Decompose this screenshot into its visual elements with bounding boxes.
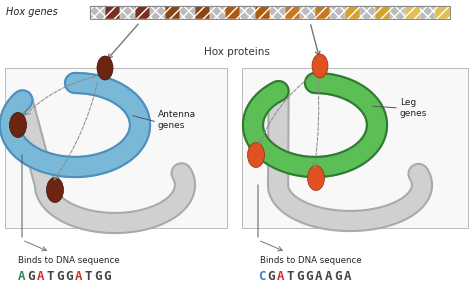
Bar xyxy=(405,6,420,19)
Bar xyxy=(300,6,315,19)
Bar xyxy=(90,6,105,19)
Text: G: G xyxy=(27,270,35,283)
Ellipse shape xyxy=(308,166,325,191)
Bar xyxy=(165,6,180,19)
Text: A: A xyxy=(325,270,332,283)
Text: Binds to DNA sequence: Binds to DNA sequence xyxy=(260,256,362,265)
Bar xyxy=(150,6,165,19)
Bar xyxy=(390,6,405,19)
Text: Hox genes: Hox genes xyxy=(6,7,58,17)
Text: A: A xyxy=(37,270,45,283)
Text: Hox proteins: Hox proteins xyxy=(204,47,270,57)
Text: G: G xyxy=(65,270,73,283)
Bar xyxy=(360,6,375,19)
Bar xyxy=(420,6,435,19)
Text: A: A xyxy=(75,270,82,283)
Text: A: A xyxy=(277,270,284,283)
Ellipse shape xyxy=(9,113,27,138)
Text: A: A xyxy=(18,270,26,283)
Ellipse shape xyxy=(97,56,113,80)
Text: Leg
genes: Leg genes xyxy=(400,98,428,118)
Bar xyxy=(120,6,135,19)
Bar xyxy=(242,68,468,228)
Bar xyxy=(270,6,285,19)
Bar xyxy=(90,6,105,19)
Bar xyxy=(5,68,227,228)
Text: G: G xyxy=(94,270,101,283)
Bar xyxy=(285,6,300,19)
Bar xyxy=(225,6,240,19)
Ellipse shape xyxy=(46,178,64,203)
Text: A: A xyxy=(344,270,351,283)
Bar xyxy=(90,6,450,19)
Bar xyxy=(255,6,270,19)
Bar xyxy=(195,6,210,19)
Text: T: T xyxy=(84,270,92,283)
Bar xyxy=(255,6,270,19)
Bar xyxy=(180,6,195,19)
Bar xyxy=(135,6,150,19)
Text: G: G xyxy=(334,270,341,283)
Bar xyxy=(240,6,255,19)
Text: G: G xyxy=(306,270,313,283)
Bar xyxy=(105,6,120,19)
Ellipse shape xyxy=(247,143,264,168)
Bar xyxy=(225,6,240,19)
Bar xyxy=(315,6,330,19)
Bar xyxy=(375,6,390,19)
Ellipse shape xyxy=(312,54,328,78)
Text: G: G xyxy=(56,270,64,283)
Text: Antenna
genes: Antenna genes xyxy=(158,110,196,130)
Text: G: G xyxy=(267,270,275,283)
Bar xyxy=(315,6,330,19)
Bar xyxy=(210,6,225,19)
Text: G: G xyxy=(103,270,111,283)
Text: T: T xyxy=(286,270,294,283)
Bar xyxy=(300,6,315,19)
Bar xyxy=(105,6,120,19)
Bar xyxy=(330,6,345,19)
Bar xyxy=(270,6,285,19)
Bar xyxy=(390,6,405,19)
Bar xyxy=(240,6,255,19)
Bar xyxy=(405,6,420,19)
Bar xyxy=(420,6,435,19)
Text: Binds to DNA sequence: Binds to DNA sequence xyxy=(18,256,119,265)
Bar xyxy=(135,6,150,19)
Bar xyxy=(435,6,450,19)
Text: G: G xyxy=(296,270,303,283)
Text: T: T xyxy=(46,270,54,283)
Bar xyxy=(435,6,450,19)
Bar xyxy=(375,6,390,19)
Bar xyxy=(285,6,300,19)
Bar xyxy=(165,6,180,19)
Bar xyxy=(210,6,225,19)
Bar xyxy=(360,6,375,19)
Bar xyxy=(150,6,165,19)
Bar xyxy=(330,6,345,19)
Bar xyxy=(120,6,135,19)
Bar xyxy=(345,6,360,19)
Text: C: C xyxy=(258,270,265,283)
Bar xyxy=(195,6,210,19)
Bar xyxy=(180,6,195,19)
Text: A: A xyxy=(315,270,322,283)
Bar xyxy=(345,6,360,19)
